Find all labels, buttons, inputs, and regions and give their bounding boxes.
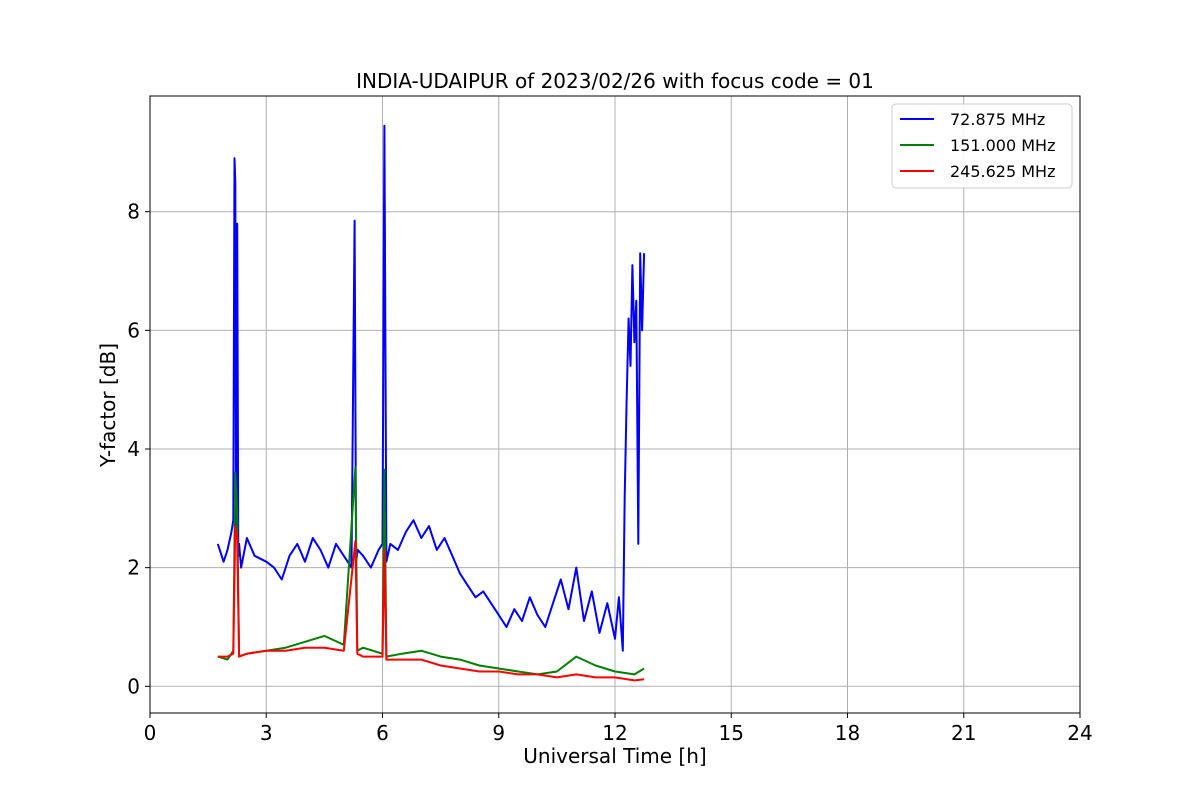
x-tick-label: 24 xyxy=(1067,721,1092,745)
x-tick-label: 0 xyxy=(144,721,157,745)
x-tick-label: 18 xyxy=(835,721,860,745)
y-tick-label: 4 xyxy=(127,437,140,461)
x-tick-label: 6 xyxy=(376,721,389,745)
y-tick-label: 8 xyxy=(127,200,140,224)
y-tick-label: 0 xyxy=(127,674,140,698)
x-axis: 0 3 6 9 12 15 18 21 24 xyxy=(144,713,1093,745)
legend-label: 245.625 MHz xyxy=(950,162,1055,181)
chart-title: INDIA-UDAIPUR of 2023/02/26 with focus c… xyxy=(356,69,874,93)
legend: 72.875 MHz 151.000 MHz 245.625 MHz xyxy=(891,103,1073,189)
x-axis-label: Universal Time [h] xyxy=(523,744,706,768)
x-tick-label: 21 xyxy=(951,721,976,745)
series-layer xyxy=(216,124,646,682)
y-tick-label: 2 xyxy=(127,556,140,580)
legend-box xyxy=(891,103,1073,189)
y-axis-label: Y-factor [dB] xyxy=(96,343,120,468)
y-axis: 0 2 4 6 8 xyxy=(127,200,150,698)
series-line-1 xyxy=(216,124,646,652)
x-tick-label: 3 xyxy=(260,721,273,745)
y-tick-label: 6 xyxy=(127,318,140,342)
legend-label: 72.875 MHz xyxy=(950,110,1045,129)
legend-label: 151.000 MHz xyxy=(950,136,1055,155)
x-tick-label: 12 xyxy=(602,721,627,745)
x-tick-label: 15 xyxy=(719,721,744,745)
series-line-3 xyxy=(217,525,645,682)
x-tick-label: 9 xyxy=(492,721,505,745)
